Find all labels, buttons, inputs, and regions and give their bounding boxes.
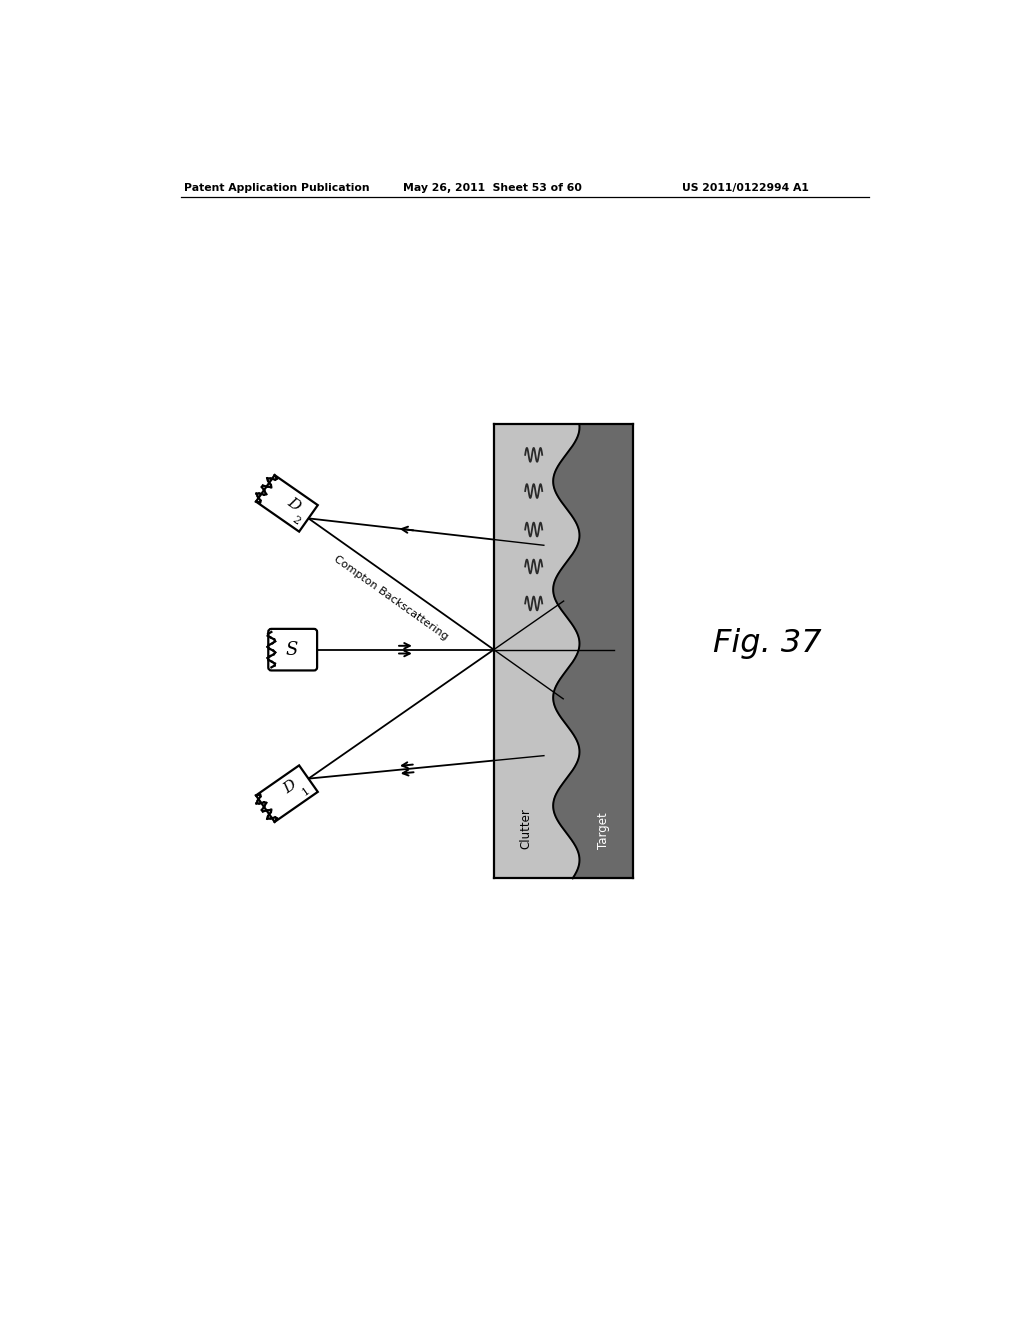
FancyBboxPatch shape	[268, 628, 317, 671]
Text: Patent Application Publication: Patent Application Publication	[183, 183, 370, 193]
Text: Fig. 37: Fig. 37	[713, 628, 821, 659]
Text: Clutter: Clutter	[520, 808, 532, 849]
Polygon shape	[256, 766, 317, 822]
Text: D: D	[282, 779, 299, 797]
Text: Target: Target	[597, 812, 610, 849]
Text: Compton Backscattering: Compton Backscattering	[333, 554, 451, 642]
Text: US 2011/0122994 A1: US 2011/0122994 A1	[682, 183, 809, 193]
Text: 2: 2	[290, 515, 301, 527]
Text: S: S	[286, 640, 298, 659]
Bar	[494, 424, 633, 878]
Polygon shape	[256, 475, 317, 532]
Polygon shape	[553, 424, 633, 878]
Text: May 26, 2011  Sheet 53 of 60: May 26, 2011 Sheet 53 of 60	[403, 183, 582, 193]
Text: 1: 1	[300, 785, 312, 797]
Text: D: D	[285, 495, 303, 513]
